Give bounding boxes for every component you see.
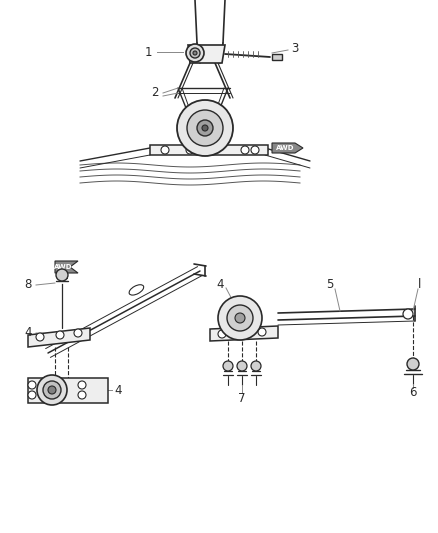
Circle shape (235, 313, 245, 323)
Text: 3: 3 (291, 42, 299, 54)
Text: 5: 5 (326, 279, 334, 292)
Text: 6: 6 (409, 386, 417, 400)
Circle shape (43, 381, 61, 399)
Polygon shape (272, 54, 282, 60)
Circle shape (28, 391, 36, 399)
Circle shape (37, 375, 67, 405)
Text: 4: 4 (114, 384, 122, 397)
Text: 7: 7 (238, 392, 246, 405)
Circle shape (36, 333, 44, 341)
Polygon shape (28, 328, 90, 347)
Text: l: l (418, 279, 422, 292)
Circle shape (187, 110, 223, 146)
Polygon shape (272, 143, 303, 153)
Circle shape (186, 44, 204, 62)
Text: 2: 2 (151, 86, 159, 100)
Text: AWD: AWD (54, 264, 72, 270)
Circle shape (56, 269, 68, 281)
Text: 4: 4 (24, 327, 32, 340)
Circle shape (186, 146, 194, 154)
Circle shape (177, 100, 233, 156)
Polygon shape (150, 145, 268, 155)
Circle shape (28, 381, 36, 389)
Circle shape (258, 328, 266, 336)
Circle shape (241, 146, 249, 154)
Circle shape (251, 361, 261, 371)
Circle shape (48, 386, 56, 394)
Circle shape (202, 125, 208, 131)
Circle shape (251, 146, 259, 154)
Text: 4: 4 (216, 279, 224, 292)
Polygon shape (210, 326, 278, 341)
Text: 1: 1 (144, 45, 152, 59)
Polygon shape (28, 378, 108, 403)
Polygon shape (188, 45, 225, 63)
Circle shape (74, 329, 82, 337)
Circle shape (161, 146, 169, 154)
Circle shape (190, 48, 200, 58)
Circle shape (403, 309, 413, 319)
Circle shape (78, 381, 86, 389)
Circle shape (407, 358, 419, 370)
Circle shape (56, 331, 64, 339)
Circle shape (193, 51, 197, 55)
Text: 8: 8 (25, 279, 32, 292)
Circle shape (218, 296, 262, 340)
Ellipse shape (129, 285, 144, 295)
Circle shape (227, 305, 253, 331)
Circle shape (237, 361, 247, 371)
Text: AWD: AWD (276, 145, 294, 151)
Circle shape (223, 361, 233, 371)
Polygon shape (55, 261, 78, 273)
Circle shape (218, 330, 226, 338)
Circle shape (197, 120, 213, 136)
Circle shape (78, 391, 86, 399)
